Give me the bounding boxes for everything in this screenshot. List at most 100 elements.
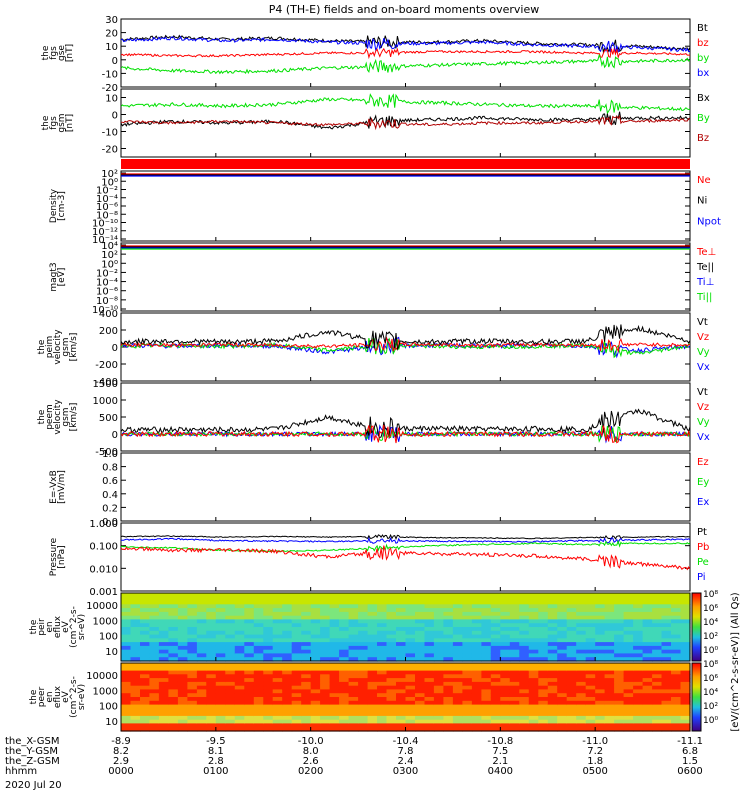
heatmap-cell — [471, 663, 482, 668]
heatmap-cell — [244, 634, 255, 639]
heatmap-cell — [566, 638, 577, 643]
heatmap-cell — [244, 678, 255, 683]
heatmap-cell — [557, 704, 568, 709]
y-axis-label: [km/s] — [69, 333, 79, 362]
heatmap-cell — [652, 638, 663, 643]
heatmap-cell — [377, 693, 388, 698]
heatmap-cell — [234, 697, 245, 702]
heatmap-cell — [509, 630, 520, 636]
heatmap-cell — [196, 693, 207, 698]
heatmap-cell — [225, 619, 236, 624]
heatmap-cell — [576, 678, 587, 683]
heatmap-cell — [320, 663, 331, 668]
heatmap-cell — [168, 634, 179, 639]
heatmap-cell — [177, 708, 188, 713]
heatmap-cell — [291, 638, 302, 643]
heatmap-cell — [339, 615, 350, 621]
heatmap-cell — [452, 615, 463, 621]
heatmap-cell — [140, 719, 151, 725]
heatmap-cell — [595, 670, 606, 675]
legend-By: By — [697, 113, 710, 124]
y-axis-label: fgs — [49, 46, 59, 60]
heatmap-cell — [680, 670, 691, 675]
heatmap-cell — [614, 604, 625, 609]
heatmap-cell — [604, 708, 615, 713]
heatmap-cell — [585, 623, 596, 628]
heatmap-cell — [490, 649, 501, 655]
heatmap-cell — [149, 715, 160, 721]
heatmap-cell — [585, 674, 596, 679]
heatmap-cell — [604, 593, 615, 598]
heatmap-cell — [158, 693, 169, 698]
heatmap-cell — [177, 627, 188, 632]
heatmap-cell — [595, 689, 606, 694]
heatmap-cell — [671, 700, 682, 706]
heatmap-cell — [282, 623, 293, 628]
heatmap-cell — [500, 627, 511, 632]
heatmap-cell — [443, 608, 454, 613]
heatmap-cell — [215, 593, 226, 598]
heatmap-cell — [604, 642, 615, 647]
heatmap-cell — [234, 727, 245, 732]
heatmap-cell — [149, 697, 160, 702]
heatmap-cell — [282, 700, 293, 706]
heatmap-cell — [652, 642, 663, 647]
heatmap-cell — [585, 663, 596, 668]
heatmap-cell — [614, 674, 625, 679]
heatmap-cell — [396, 704, 407, 709]
heatmap-cell — [585, 608, 596, 613]
heatmap-cell — [519, 663, 530, 668]
heatmap-cell — [415, 708, 426, 713]
heatmap-cell — [595, 608, 606, 613]
heatmap-cell — [680, 693, 691, 698]
heatmap-cell — [633, 596, 644, 602]
heatmap-cell — [130, 704, 141, 709]
heatmap-cell — [490, 708, 501, 713]
heatmap-cell — [547, 638, 558, 643]
heatmap-cell — [187, 712, 198, 717]
heatmap-cell — [490, 678, 501, 683]
heatmap-cell — [301, 663, 312, 668]
heatmap-cell — [367, 704, 378, 709]
heatmap-cell — [396, 712, 407, 717]
heatmap-cell — [149, 653, 160, 658]
heatmap-cell — [196, 619, 207, 624]
legend-Ti⊥: Ti⊥ — [696, 277, 714, 288]
heatmap-cell — [177, 700, 188, 706]
series-Vz — [121, 336, 690, 353]
heatmap-cell — [509, 608, 520, 613]
heatmap-cell — [348, 657, 359, 662]
heatmap-cell — [168, 681, 179, 687]
heatmap-cell — [377, 645, 388, 651]
heatmap-cell — [386, 670, 397, 675]
heatmap-cell — [187, 653, 198, 658]
heatmap-cell — [490, 727, 501, 732]
heatmap-cell — [367, 611, 378, 617]
heatmap-cell — [310, 623, 321, 628]
heatmap-cell — [187, 615, 198, 621]
heatmap-cell — [168, 723, 179, 728]
heatmap-cell — [130, 719, 141, 725]
heatmap-cell — [661, 600, 672, 605]
heatmap-cell — [585, 681, 596, 687]
heatmap-cell — [452, 727, 463, 732]
heatmap-cell — [310, 630, 321, 636]
heatmap-cell — [396, 657, 407, 662]
heatmap-cell — [443, 681, 454, 687]
heatmap-cell — [452, 627, 463, 632]
heatmap-cell — [443, 619, 454, 624]
heatmap-cell — [263, 600, 274, 605]
heatmap-cell — [652, 608, 663, 613]
heatmap-cell — [329, 685, 340, 691]
heatmap-cell — [386, 689, 397, 694]
heatmap-cell — [424, 697, 435, 702]
legend-Bx: Bx — [697, 93, 710, 104]
heatmap-cell — [471, 615, 482, 621]
heatmap-cell — [291, 681, 302, 687]
heatmap-cell — [396, 593, 407, 598]
heatmap-cell — [206, 638, 217, 643]
heatmap-cell — [443, 685, 454, 691]
heatmap-cell — [386, 634, 397, 639]
heatmap-cell — [585, 649, 596, 655]
